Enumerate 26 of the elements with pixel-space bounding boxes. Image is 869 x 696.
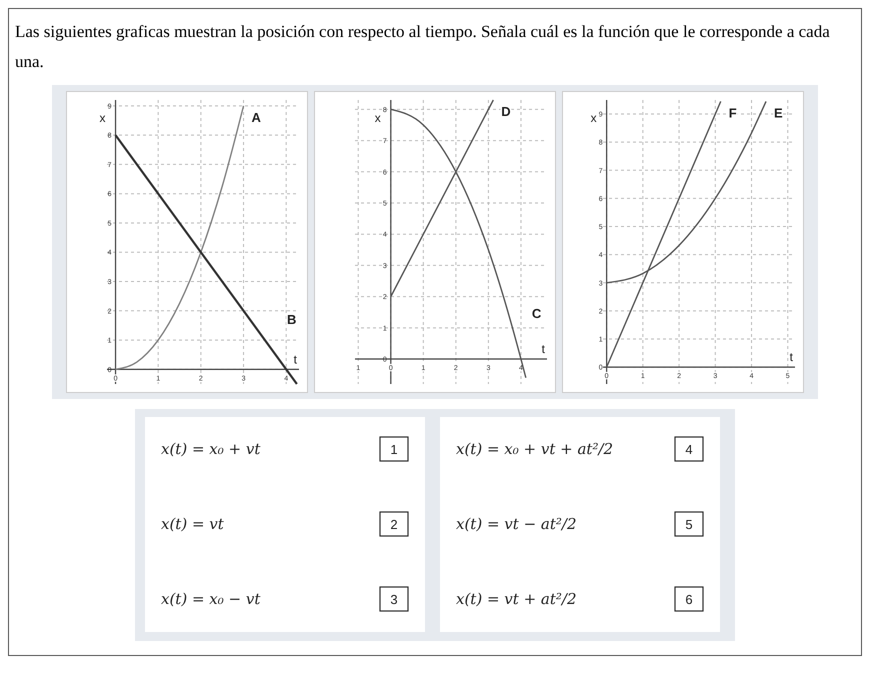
number-box: 2 (379, 511, 409, 537)
y-axis-title: x (100, 111, 106, 125)
number-box: 5 (674, 511, 704, 537)
number-box: 1 (379, 436, 409, 462)
x-axis-title: t (542, 342, 546, 356)
number-box: 4 (674, 436, 704, 462)
number-box: 6 (674, 586, 704, 612)
text: x(t) = vt (161, 515, 225, 533)
series-label: F (728, 105, 737, 120)
x-axis-title: t (790, 350, 794, 364)
series-label: E (774, 105, 784, 120)
text: x(t) = x₀ − vt (161, 590, 262, 608)
number-box: 3 (379, 586, 409, 612)
x-axis-title: t (294, 352, 298, 366)
text: x(t) = vt − at²/2 (456, 515, 576, 533)
series-label: A (252, 110, 262, 125)
text: x(t) = vt + at²/2 (456, 590, 576, 608)
series-label: D (501, 104, 511, 119)
series-label: B (287, 312, 296, 327)
line-series (114, 105, 244, 370)
y-axis-title: x (374, 111, 381, 125)
text: x(t) = x₀ + vt (161, 440, 262, 458)
text: x(t) = x₀ + vt + at²/2 (456, 440, 614, 458)
y-axis-title: x (590, 111, 597, 125)
series-label: C (532, 306, 542, 321)
text: Las siguientes graficas muestran la posición con respecto al tiempo. Señala cuál es la función que le corresponde a cada una. (15, 21, 831, 73)
